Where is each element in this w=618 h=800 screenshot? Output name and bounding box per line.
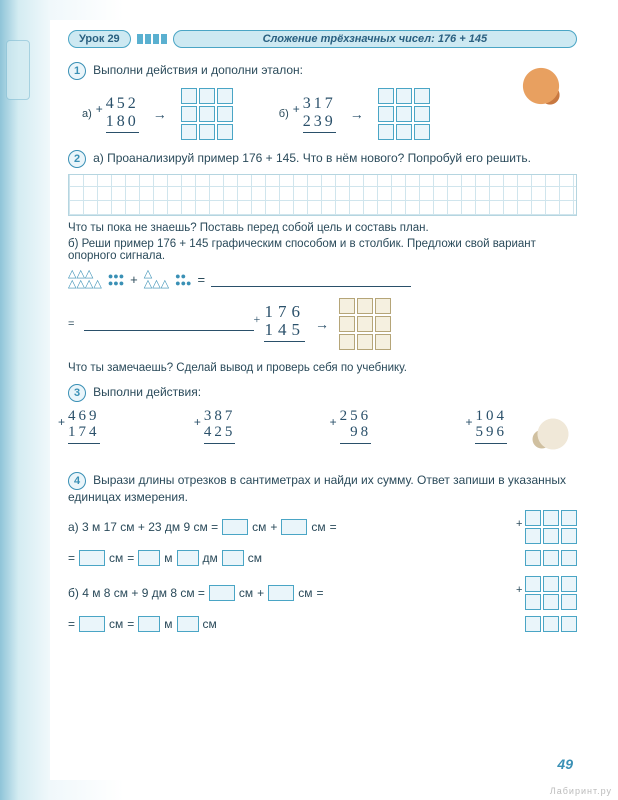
task-3: 3 Выполни действия: + 469 174 + 387 425 … xyxy=(68,384,577,462)
answer-box[interactable] xyxy=(138,616,160,632)
triangles-group-1: △△△ △△△△ xyxy=(68,270,102,290)
task-number-3: 3 xyxy=(68,384,86,402)
task1-a-addition: + 452 180 xyxy=(106,95,139,133)
task2-column-row: = + 176 145 → xyxy=(68,298,577,350)
answer-box[interactable] xyxy=(222,519,248,535)
task3-p1[interactable]: + 469 174 xyxy=(68,408,100,462)
task1-b-addition: + 317 239 xyxy=(303,95,336,133)
task4-row-b2: = см = м см xyxy=(68,616,577,632)
header-decor xyxy=(137,34,167,44)
task4-b-col-res[interactable] xyxy=(525,616,577,632)
task-2: 2 а) Проанализируй пример 176 + 145. Что… xyxy=(68,150,577,374)
task1-b-top: 317 xyxy=(303,95,336,113)
task2-graphic-answer[interactable] xyxy=(211,273,411,287)
task3-prompt: Выполни действия: xyxy=(93,385,201,399)
task1-b-label: б) xyxy=(279,108,289,120)
dots-group-1: ●●● ●●● xyxy=(108,273,124,287)
task4-a-col-res[interactable] xyxy=(525,550,577,566)
task4-b-label: б) 4 м 8 см + 9 дм 8 см = xyxy=(68,586,205,600)
task1-a-top: 452 xyxy=(106,95,139,113)
task2-answer-grid-1[interactable] xyxy=(68,174,577,216)
task4-prompt: Вырази длины отрезков в сантиметрах и на… xyxy=(68,473,566,504)
triangles-group-2: △ △△△ xyxy=(144,270,169,290)
task2-col-bot: 145 xyxy=(264,321,305,339)
equals-sign: = xyxy=(197,272,205,287)
task1-b-boxes[interactable] xyxy=(378,88,430,140)
answer-box[interactable] xyxy=(79,550,105,566)
task4-row-a1: а) 3 м 17 см + 23 дм 9 см = см + см = + xyxy=(68,510,577,544)
task-number-1: 1 xyxy=(68,62,86,80)
answer-box[interactable] xyxy=(209,585,235,601)
task4-row-a2: = см = м дм см xyxy=(68,550,577,566)
answer-box[interactable] xyxy=(138,550,160,566)
task-number-4: 4 xyxy=(68,472,86,490)
workbook-page: Урок 29 Сложение трёхзначных чисел: 176 … xyxy=(50,20,595,780)
task2-etalon-boxes[interactable] xyxy=(339,298,391,350)
task3-p4[interactable]: + 104 596 xyxy=(475,408,507,462)
task2-prompt-b: б) Реши пример 176 + 145 графическим спо… xyxy=(68,238,577,262)
task1-a-label: а) xyxy=(82,108,92,120)
task2-prompt-a: а) Проанализируй пример 176 + 145. Что в… xyxy=(93,151,531,165)
task2-result-line[interactable] xyxy=(84,317,254,331)
answer-box[interactable] xyxy=(222,550,244,566)
answer-box[interactable] xyxy=(281,519,307,535)
dots-group-2: ●● ●●● xyxy=(175,273,191,287)
sheep-illustration xyxy=(525,408,581,460)
answer-box[interactable] xyxy=(177,616,199,632)
task1-b-bot: 239 xyxy=(303,113,336,131)
plus-sign: + xyxy=(130,272,138,287)
task4-a-col-bot[interactable] xyxy=(525,528,577,544)
task4-row-b1: б) 4 м 8 см + 9 дм 8 см = см + см = + xyxy=(68,576,577,610)
task2-graphic-equation: △△△ △△△△ ●●● ●●● + △ △△△ ●● ●●● = xyxy=(68,270,577,290)
task2-mid1: Что ты пока не знаешь? Поставь перед соб… xyxy=(68,222,577,234)
task2-col-top: 176 xyxy=(264,303,305,321)
lesson-badge: Урок 29 xyxy=(68,30,131,48)
arrow-icon: → xyxy=(315,316,329,332)
task4-b-col-bot[interactable] xyxy=(525,594,577,610)
lesson-label: Урок xyxy=(79,33,104,45)
task-1: 1 Выполни действия и дополни эталон: а) … xyxy=(68,62,577,140)
task2-column-add: + 176 145 xyxy=(264,303,305,345)
task1-a-boxes[interactable] xyxy=(181,88,233,140)
page-title: Сложение трёхзначных чисел: 176 + 145 xyxy=(173,30,577,48)
task4-a-col-top[interactable] xyxy=(525,510,577,526)
arrow-icon: → xyxy=(153,106,167,122)
task3-p2[interactable]: + 387 425 xyxy=(204,408,236,462)
bleed-tab xyxy=(6,40,30,100)
task3-p3[interactable]: + 256 98 xyxy=(340,408,372,462)
answer-box[interactable] xyxy=(79,616,105,632)
answer-box[interactable] xyxy=(177,550,199,566)
task4-b-col-top[interactable] xyxy=(525,576,577,592)
watermark: Лабиринт.ру xyxy=(550,786,612,796)
task1-a-bot: 180 xyxy=(106,113,139,131)
task-number-2: 2 xyxy=(68,150,86,168)
task2-mid2: Что ты замечаешь? Сделай вывод и проверь… xyxy=(68,362,577,374)
page-number: 49 xyxy=(557,756,573,772)
task1-prompt: Выполни действия и дополни эталон: xyxy=(93,63,303,77)
answer-box[interactable] xyxy=(268,585,294,601)
equals-sign: = xyxy=(68,318,74,330)
task-4: 4 Вырази длины отрезков в сантиметрах и … xyxy=(68,472,577,632)
arrow-icon: → xyxy=(350,106,364,122)
task4-a-label: а) 3 м 17 см + 23 дм 9 см = xyxy=(68,520,218,534)
dog-illustration xyxy=(517,62,577,122)
lesson-number: 29 xyxy=(107,33,119,45)
page-header: Урок 29 Сложение трёхзначных чисел: 176 … xyxy=(68,30,577,48)
